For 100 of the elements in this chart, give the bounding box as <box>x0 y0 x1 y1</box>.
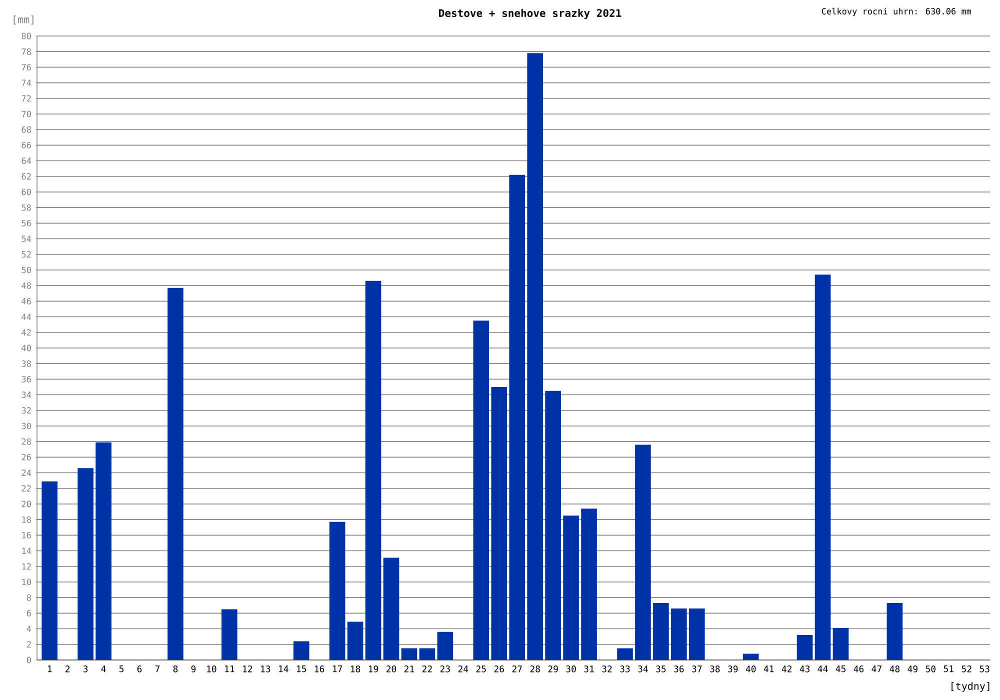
x-tick-label: 45 <box>836 666 846 672</box>
bar <box>527 53 543 660</box>
bar <box>491 386 508 660</box>
x-tick-label: 16 <box>314 666 324 672</box>
x-tick-label: 39 <box>728 666 738 672</box>
y-tick-label: 24 <box>22 470 32 476</box>
y-tick-label: 10 <box>22 578 31 586</box>
x-tick-label: 33 <box>620 666 630 672</box>
text: Celkovy rocni uhrn: 630.06 mm <box>822 8 972 16</box>
x-tick-label: 35 <box>656 666 666 672</box>
bar <box>78 468 94 660</box>
bar <box>42 481 58 660</box>
bar <box>563 516 579 660</box>
y-tick-label: 80 <box>22 32 31 40</box>
x-tick-label: 50 <box>926 666 936 672</box>
y-tick-label: 46 <box>22 298 31 304</box>
x-tick-label: 31 <box>584 666 594 672</box>
x-tick-label: 21 <box>404 666 414 672</box>
x-tick-label: 1 <box>48 666 52 672</box>
bar <box>635 444 651 660</box>
y-tick-label: 78 <box>22 48 31 55</box>
y-tick-label: 38 <box>22 360 31 367</box>
bar <box>796 635 813 660</box>
x-tick-label: 17 <box>332 666 342 672</box>
bar <box>168 288 184 660</box>
y-tick-label: 68 <box>22 126 31 133</box>
y-tick-label: 56 <box>22 220 31 226</box>
x-tick-label: 9 <box>191 666 196 672</box>
x-tick-label: 26 <box>494 666 504 672</box>
x-tick-label: 43 <box>800 666 810 672</box>
bar <box>293 641 310 660</box>
y-tick-label: 40 <box>22 344 31 352</box>
bar <box>814 274 831 660</box>
y-tick-label: 54 <box>22 236 32 242</box>
y-tick-label: 64 <box>22 158 32 164</box>
bar <box>886 603 903 660</box>
y-tick-label: 32 <box>22 407 31 414</box>
y-tick-label: 36 <box>22 376 31 382</box>
x-tick-label: 37 <box>692 666 702 672</box>
y-tick-label: 50 <box>22 266 31 274</box>
x-tick-label: 2 <box>66 666 70 672</box>
x-tick-label: 19 <box>368 666 378 672</box>
x-tick-label: 5 <box>119 666 124 672</box>
bar <box>222 609 238 660</box>
bar <box>401 648 418 660</box>
bar <box>419 648 436 660</box>
x-tick-label: 28 <box>530 666 540 672</box>
y-tick-label: 28 <box>22 438 31 445</box>
x-axis-title: [tydny] <box>952 682 990 692</box>
x-tick-label: 42 <box>782 666 792 672</box>
y-tick-label: 44 <box>22 314 32 320</box>
y-tick-label: 16 <box>22 532 31 538</box>
y-tick-label: 74 <box>22 80 32 86</box>
x-tick-label: 40 <box>746 666 756 672</box>
x-tick-label: 53 <box>980 666 990 672</box>
y-axis-title: [mm] <box>14 16 34 24</box>
bar <box>96 442 112 660</box>
bar <box>581 508 597 660</box>
y-tick-label: 60 <box>22 188 31 196</box>
bar <box>653 603 669 660</box>
x-tick-label: 7 <box>155 666 160 672</box>
x-tick-label: 38 <box>710 666 720 672</box>
y-tick-label: 12 <box>22 563 31 570</box>
y-tick-label: 14 <box>22 548 32 554</box>
x-tick-label: 6 <box>137 666 142 672</box>
bar <box>832 628 849 660</box>
y-tick-label: 8 <box>26 594 31 601</box>
y-tick-label: 26 <box>22 454 31 460</box>
y-tick-label: 22 <box>22 485 31 492</box>
x-tick-label: 3 <box>83 666 88 672</box>
y-tick-label: 52 <box>22 251 31 258</box>
y-tick-label: 70 <box>22 110 31 118</box>
y-tick-label: 20 <box>22 500 31 508</box>
x-tick-label: 18 <box>350 666 360 672</box>
y-tick-label: 62 <box>22 173 31 180</box>
x-tick-label: 15 <box>296 666 306 672</box>
y-tick-label: 2 <box>26 641 31 648</box>
bar <box>689 608 705 660</box>
x-tick-label: 48 <box>890 666 900 672</box>
y-tick-label: 58 <box>22 204 31 211</box>
y-tick-label: 72 <box>22 95 31 102</box>
bar <box>365 280 382 660</box>
x-tick-label: 11 <box>225 666 234 672</box>
bar <box>545 390 561 660</box>
bar <box>437 632 454 660</box>
x-tick-label: 49 <box>908 666 918 672</box>
y-tick-label: 18 <box>22 516 31 523</box>
bar <box>329 522 346 660</box>
bar <box>473 320 490 660</box>
x-tick-label: 12 <box>243 666 252 672</box>
x-tick-label: 4 <box>101 666 106 672</box>
x-tick-label: 34 <box>638 666 648 672</box>
x-tick-label: 29 <box>548 666 558 672</box>
x-tick-label: 20 <box>386 666 396 672</box>
bar <box>671 608 687 660</box>
y-tick-label: 6 <box>26 610 31 616</box>
x-tick-label: 27 <box>512 666 522 672</box>
bar <box>509 174 526 660</box>
bar <box>347 622 364 660</box>
y-tick-label: 0 <box>26 656 31 664</box>
